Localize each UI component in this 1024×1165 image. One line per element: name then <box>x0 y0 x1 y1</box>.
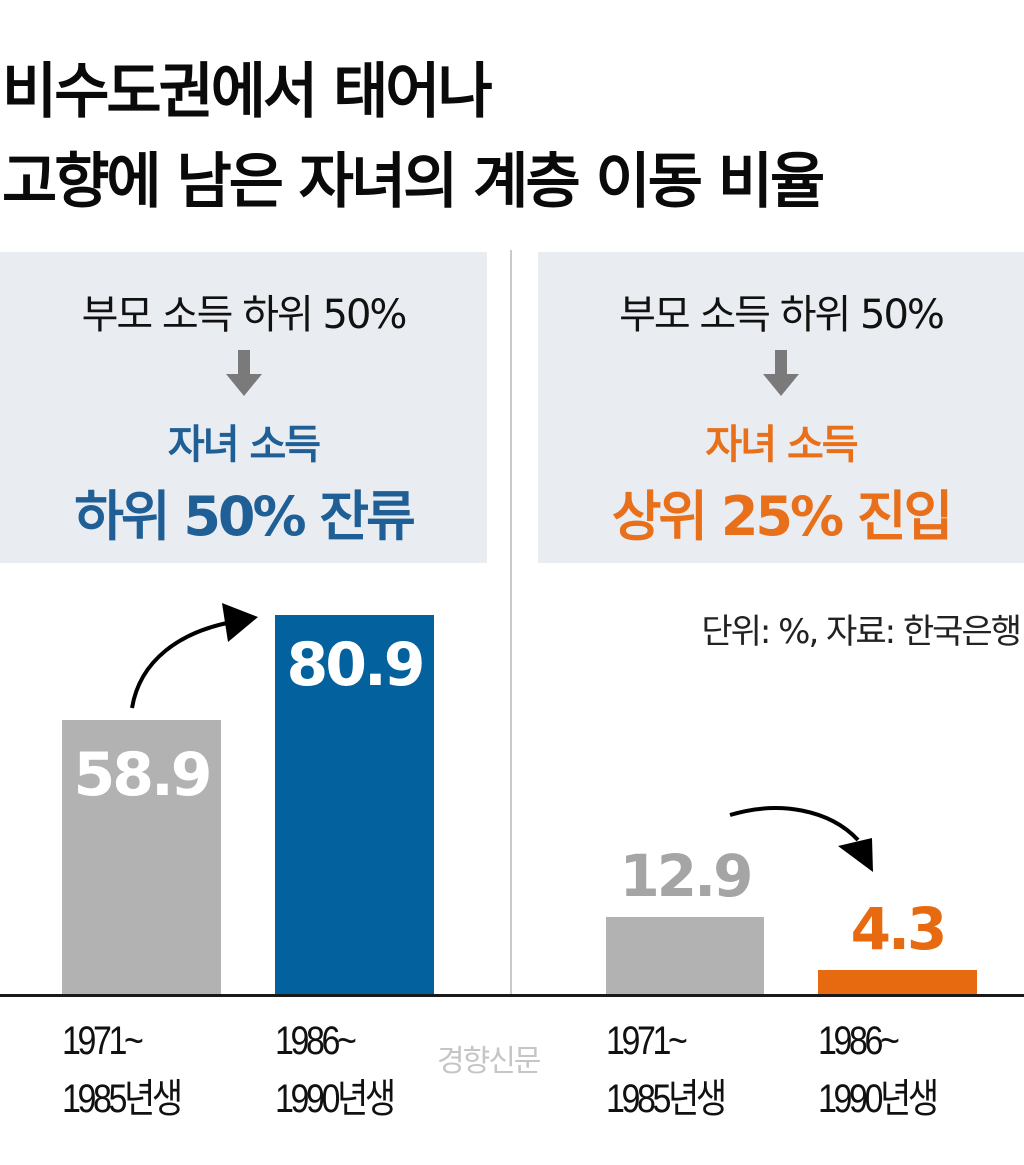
outcome-label: 상위 25% 진입 <box>611 485 954 548</box>
chart-title-line1: 비수도권에서 태어나 <box>2 57 493 127</box>
up-curved-arrow-icon <box>130 603 258 709</box>
x-label: 1971~ 1985년생 <box>62 1019 183 1121</box>
bar-left-1971-1985 <box>62 720 221 995</box>
parent-income-label: 부모 소득 하위 50% <box>81 292 408 338</box>
left-condition-panel: 부모 소득 하위 50% 자녀 소득 하위 50% 잔류 <box>0 252 487 563</box>
unit-source-note: 단위: %, 자료: 한국은행 <box>701 612 1022 652</box>
bar-right-1971-1985 <box>606 917 764 995</box>
bar-left-1986-1990 <box>275 615 434 995</box>
x-label: 1971~ 1985년생 <box>606 1019 727 1121</box>
down-arrow-icon <box>225 350 262 396</box>
child-income-label: 자녀 소득 <box>167 422 321 468</box>
bar-value-label: 12.9 <box>619 842 753 910</box>
panel-divider <box>510 250 512 995</box>
bar-value-label: 58.9 <box>73 740 212 810</box>
x-axis-baseline <box>0 994 1024 997</box>
down-arrow-icon <box>763 350 799 396</box>
x-label: 1986~ 1990년생 <box>818 1019 939 1121</box>
x-label: 1986~ 1990년생 <box>275 1019 396 1121</box>
down-curved-arrow-icon <box>729 806 873 872</box>
publisher-watermark: 경향신문 <box>437 1044 541 1079</box>
outcome-label: 하위 50% 잔류 <box>74 485 416 548</box>
child-income-label: 자녀 소득 <box>705 422 858 468</box>
bar-right-1986-1990 <box>818 970 977 995</box>
right-condition-panel: 부모 소득 하위 50% 자녀 소득 상위 25% 진입 <box>538 252 1024 563</box>
bar-value-label: 80.9 <box>286 630 425 700</box>
chart-title-line2: 고향에 남은 자녀의 계층 이동 비율 <box>2 147 825 217</box>
bar-value-label: 4.3 <box>850 895 948 963</box>
parent-income-label: 부모 소득 하위 50% <box>619 292 945 338</box>
